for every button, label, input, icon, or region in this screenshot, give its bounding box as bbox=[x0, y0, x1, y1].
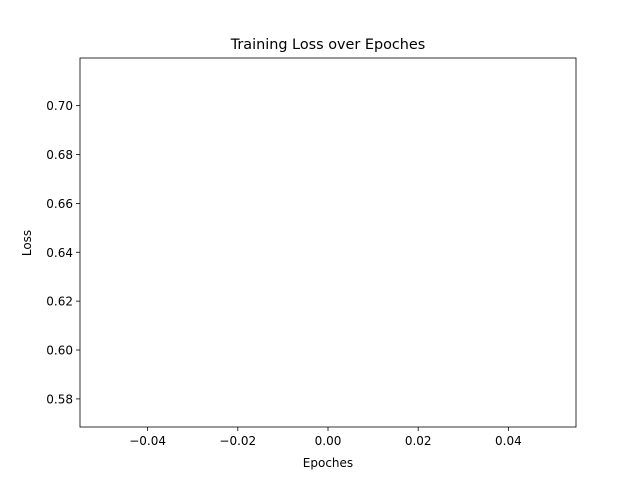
x-tick-label: 0.02 bbox=[405, 434, 432, 448]
y-tick-label: 0.64 bbox=[46, 246, 73, 260]
y-tick-label: 0.68 bbox=[46, 148, 73, 162]
plot-frame bbox=[79, 57, 577, 428]
x-tick-label: −0.02 bbox=[219, 434, 256, 448]
chart-title: Training Loss over Epoches bbox=[230, 37, 426, 53]
y-axis-label: Loss bbox=[20, 230, 34, 256]
y-tick-label: 0.70 bbox=[46, 99, 73, 113]
y-tick-label: 0.60 bbox=[46, 344, 73, 358]
x-axis-label: Epoches bbox=[303, 456, 353, 470]
plot-area bbox=[80, 58, 576, 427]
x-tick-label: 0.04 bbox=[495, 434, 522, 448]
x-tick-label: 0.00 bbox=[315, 434, 342, 448]
y-tick-label: 0.66 bbox=[46, 197, 73, 211]
y-tick-label: 0.62 bbox=[46, 295, 73, 309]
x-axis-ticks: −0.04 −0.02 0.00 0.02 0.04 bbox=[129, 427, 522, 448]
y-tick-label: 0.58 bbox=[46, 392, 73, 406]
y-axis-ticks: 0.58 0.60 0.62 0.64 0.66 0.68 0.70 bbox=[46, 99, 80, 406]
x-tick-label: −0.04 bbox=[129, 434, 166, 448]
